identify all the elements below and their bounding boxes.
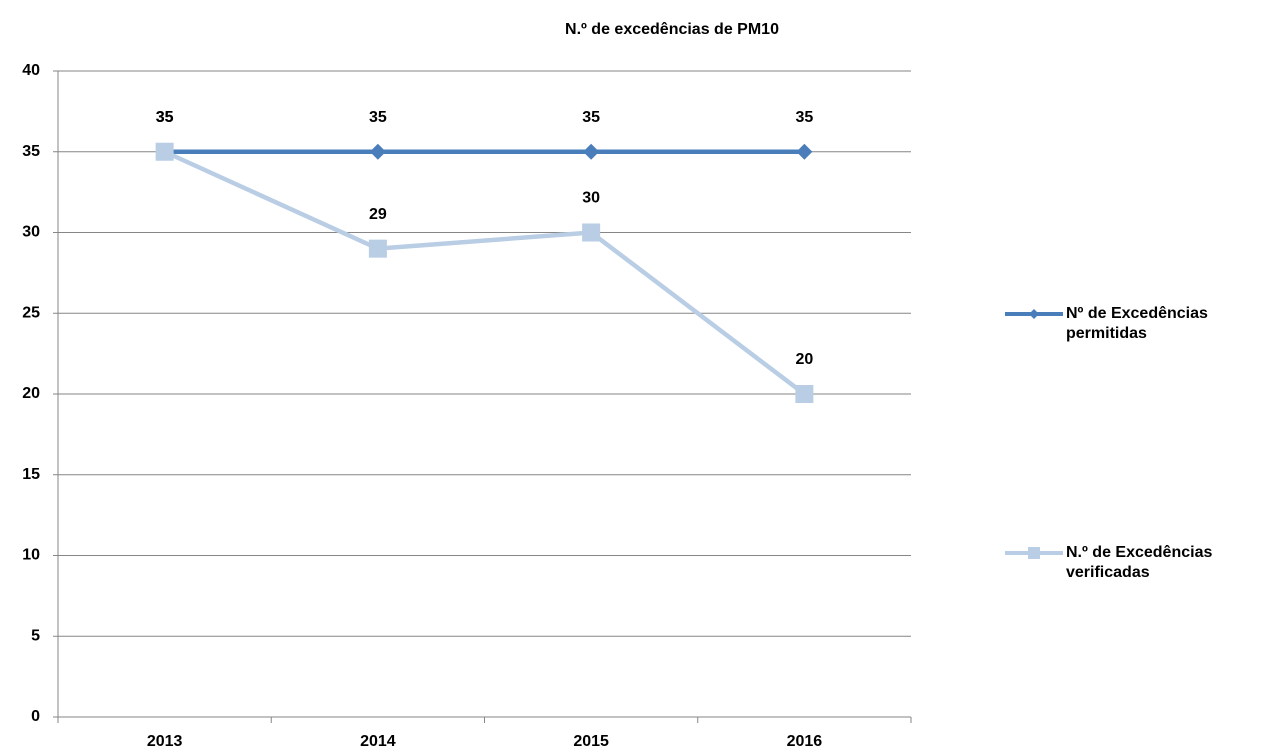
y-tick-label: 40 <box>22 62 40 79</box>
y-tick-label: 20 <box>22 385 40 402</box>
x-tick-label: 2015 <box>573 733 609 750</box>
y-tick-label: 15 <box>22 466 40 483</box>
data-label: 35 <box>795 109 813 126</box>
marker <box>369 143 386 160</box>
marker <box>795 385 814 403</box>
x-tick-label: 2016 <box>787 733 823 750</box>
chart-title: N.º de excedências de PM10 <box>565 21 779 38</box>
data-label: 35 <box>582 109 600 126</box>
data-label: 29 <box>369 206 387 223</box>
data-label: 35 <box>156 109 174 126</box>
data-label: 35 <box>156 109 174 126</box>
y-tick-label: 25 <box>22 304 40 321</box>
y-tick-label: 10 <box>22 547 40 564</box>
y-tick-label: 35 <box>22 143 40 160</box>
data-label: 35 <box>369 109 387 126</box>
legend-marker <box>1029 309 1039 319</box>
series-line <box>163 149 806 396</box>
data-label: 30 <box>582 190 600 207</box>
y-tick-label: 5 <box>31 627 40 644</box>
marker <box>582 223 601 242</box>
data-label: 20 <box>795 351 813 368</box>
marker <box>796 143 813 160</box>
y-tick-label: 30 <box>22 224 40 241</box>
marker <box>155 142 174 161</box>
x-tick-label: 2013 <box>147 733 183 750</box>
legend-label: N.º de Excedências verificadas <box>1066 544 1213 581</box>
marker <box>368 239 387 258</box>
x-tick-label: 2014 <box>360 733 396 750</box>
marker <box>583 143 600 160</box>
legend-marker <box>1028 547 1040 559</box>
legend-label: Nº de Excedências permitidas <box>1066 305 1208 342</box>
y-tick-label: 0 <box>31 708 40 725</box>
